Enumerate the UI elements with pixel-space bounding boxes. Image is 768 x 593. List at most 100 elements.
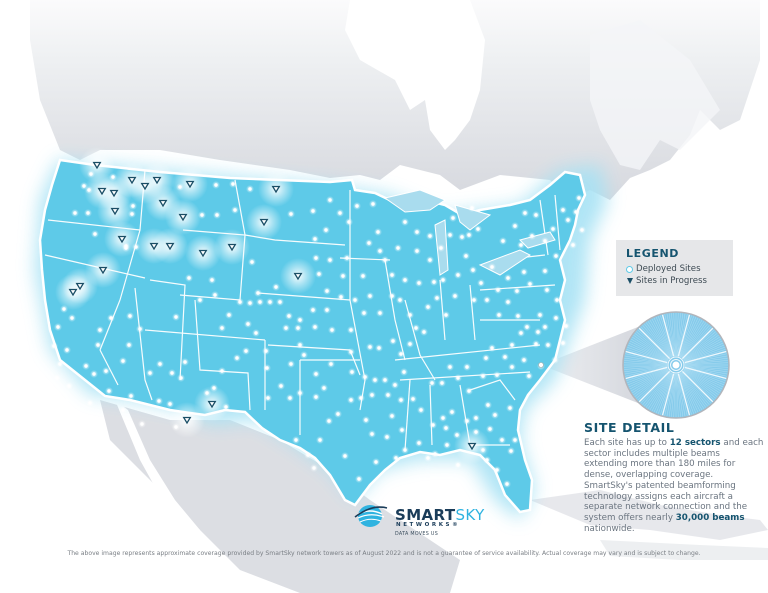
deployed-site-icon [517, 241, 525, 249]
deployed-site-icon [429, 421, 437, 429]
deployed-site-icon [472, 428, 480, 436]
deployed-site-icon [468, 204, 476, 212]
deployed-site-icon [511, 222, 519, 230]
site-detail-body: Each site has up to 12 sectors and each … [584, 438, 764, 534]
deployed-site-icon [417, 406, 425, 414]
deployed-site-icon [428, 379, 436, 387]
deployed-site-icon [397, 350, 405, 358]
deployed-site-icon [504, 298, 512, 306]
deployed-site-icon [388, 412, 396, 420]
deployed-site-icon [375, 344, 383, 352]
deployed-site-icon [470, 296, 478, 304]
deployed-site-icon [541, 237, 549, 245]
deployed-site-icon [376, 309, 384, 317]
deployed-site-icon [424, 454, 432, 462]
deployed-site-icon [391, 381, 399, 389]
deployed-site-icon [107, 314, 115, 322]
legend-label: Deployed Sites [636, 264, 701, 274]
deployed-site-icon [381, 376, 389, 384]
deployed-site-icon [252, 329, 260, 337]
triangle-in-progress-icon [627, 278, 633, 284]
deployed-site-icon [90, 370, 98, 378]
deployed-site-icon [462, 252, 470, 260]
deployed-site-icon [486, 425, 494, 433]
deployed-site-icon [65, 382, 73, 390]
deployed-site-icon [337, 293, 345, 301]
deployed-site-icon [507, 447, 515, 455]
deployed-site-icon [181, 358, 189, 366]
deployed-site-icon [514, 312, 522, 320]
deployed-site-icon [366, 292, 374, 300]
deployed-site-icon [212, 181, 220, 189]
deployed-site-icon [401, 218, 409, 226]
deployed-site-icon [323, 306, 331, 314]
deployed-site-icon [326, 196, 334, 204]
deployed-site-icon [310, 464, 318, 472]
deployed-site-icon [541, 323, 549, 331]
site-in-progress-icon [109, 189, 119, 198]
deployed-site-icon [339, 272, 347, 280]
logo-networks: NETWORKS® [396, 522, 461, 528]
deployed-site-icon [244, 320, 252, 328]
deployed-site-icon [495, 311, 503, 319]
site-in-progress-icon [293, 272, 303, 281]
deployed-site-icon [68, 314, 76, 322]
deployed-site-icon [54, 323, 62, 331]
deployed-site-icon [122, 242, 130, 250]
background-landmass [30, 0, 768, 593]
deployed-site-icon [345, 218, 353, 226]
deployed-site-icon [105, 387, 113, 395]
deployed-site-icon [326, 256, 334, 264]
deployed-site-icon [388, 271, 396, 279]
site-detail-panel: SITE DETAIL Each site has up to 12 secto… [584, 420, 764, 534]
deployed-site-icon [551, 356, 559, 364]
deployed-site-icon [446, 363, 454, 371]
deployed-site-icon [465, 231, 473, 239]
site-in-progress-icon [92, 161, 102, 170]
smartsky-logo: SMARTSKY NETWORKS® DATA MOVES US [352, 500, 502, 537]
site-in-progress-icon [182, 416, 192, 425]
deployed-site-icon [578, 226, 586, 234]
deployed-site-icon [383, 433, 391, 441]
site-in-progress-icon [198, 249, 208, 258]
deployed-site-icon [575, 194, 583, 202]
site-in-progress-icon [127, 176, 137, 185]
deployed-site-icon [368, 391, 376, 399]
site-in-progress-icon [207, 400, 217, 409]
deployed-site-icon [388, 292, 396, 300]
deployed-site-icon [523, 323, 531, 331]
deployed-site-icon [304, 451, 312, 459]
deployed-site-icon [233, 354, 241, 362]
body-text: Each site has up to [584, 438, 670, 448]
deployed-site-icon [132, 243, 140, 251]
beams-highlight: 30,000 beams [675, 512, 745, 523]
deployed-site-icon [127, 392, 135, 400]
deployed-site-icon [309, 207, 317, 215]
deployed-site-icon [513, 287, 521, 295]
deployed-site-icon [413, 228, 421, 236]
deployed-site-icon [63, 346, 71, 354]
deployed-site-icon [454, 374, 462, 382]
sites-in-progress-layer [68, 161, 477, 451]
deployed-site-icon [442, 424, 450, 432]
deployed-site-icon [53, 374, 61, 382]
deployed-site-icon [263, 364, 271, 372]
deployed-site-icon [126, 312, 134, 320]
deployed-site-icon [374, 228, 382, 236]
deployed-site-icon [172, 313, 180, 321]
site-in-progress-icon [158, 199, 168, 208]
deployed-site-icon [266, 298, 274, 306]
deployed-site-icon [315, 270, 323, 278]
deployed-site-icon [292, 436, 300, 444]
site-in-progress-icon [110, 207, 120, 216]
deployed-site-icon [424, 303, 432, 311]
deployed-site-icon [353, 202, 361, 210]
deployed-site-icon [369, 200, 377, 208]
deployed-site-icon [242, 347, 250, 355]
deployed-site-icon [359, 272, 367, 280]
deployed-site-icon [511, 436, 519, 444]
deployed-site-icon [286, 394, 294, 402]
deployed-site-icon [296, 341, 304, 349]
deployed-site-icon [311, 235, 319, 243]
